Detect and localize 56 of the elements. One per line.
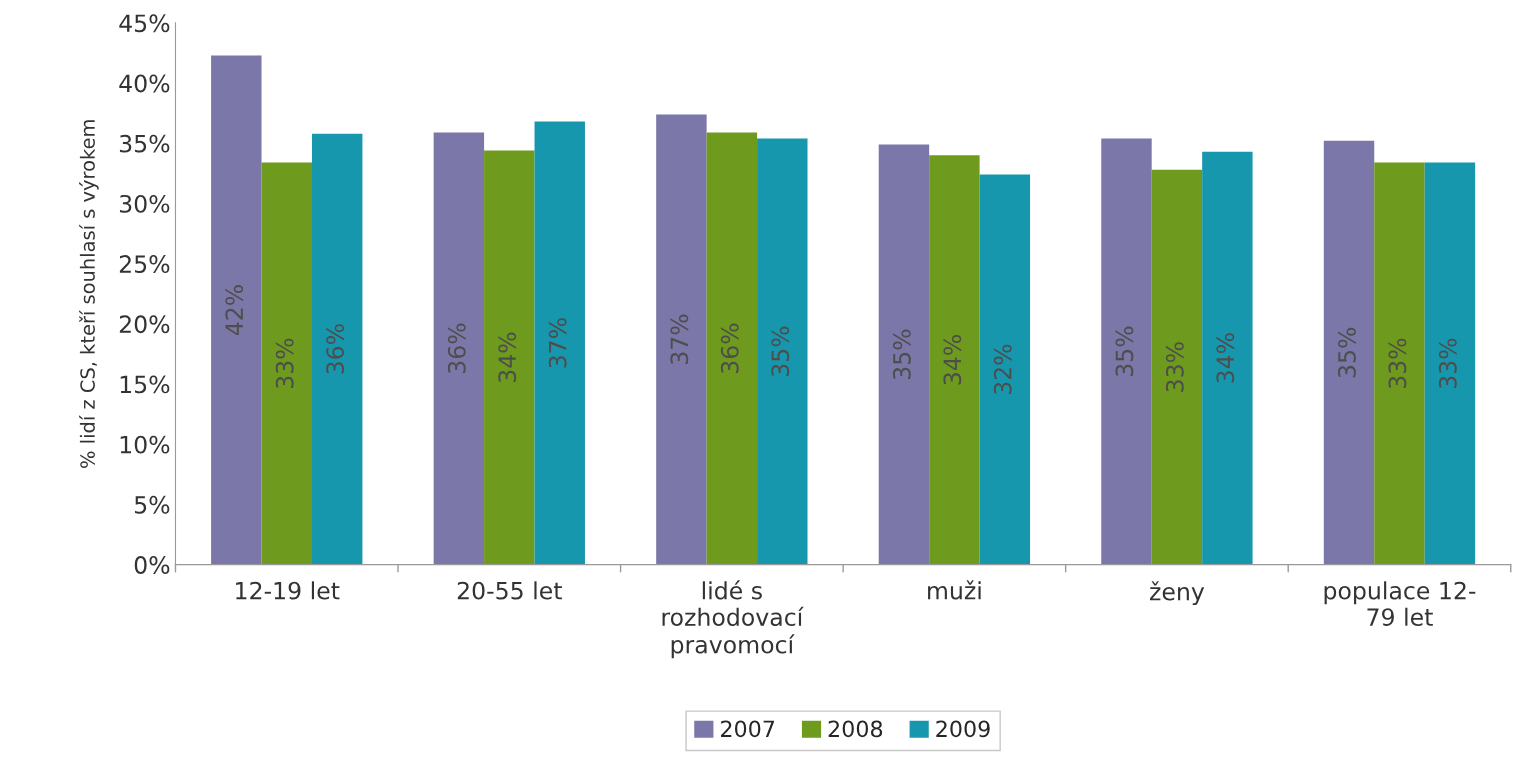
y-tick-label: 5% [134, 495, 170, 514]
legend-label: 2007 [721, 720, 775, 738]
data-label: 42% [225, 285, 244, 336]
bar [211, 55, 262, 565]
x-tick-label: 20-55 let [457, 581, 562, 600]
data-label: 32% [993, 344, 1012, 395]
y-axis-title: % lidí z CS, kteří souhlasí s výrokem [79, 120, 99, 468]
bar [1374, 162, 1425, 565]
legend-label: 2009 [936, 720, 990, 738]
y-tick-label: 10% [120, 435, 170, 454]
bar [1151, 169, 1203, 565]
data-label: 35% [1115, 326, 1134, 376]
x-tick-label: 12-19 let [236, 581, 340, 600]
y-tick-label: 35% [119, 134, 170, 153]
data-label: 34% [943, 335, 962, 385]
bar [433, 132, 485, 565]
legend-label: 2008 [828, 720, 883, 738]
bar [1323, 140, 1375, 565]
data-label: 35% [771, 326, 790, 376]
data-label: 35% [1338, 327, 1356, 378]
data-label: 33% [1438, 338, 1457, 389]
data-label: 33% [1165, 342, 1184, 392]
bar [878, 144, 930, 565]
data-label: 36% [720, 323, 739, 373]
data-label: 36% [447, 323, 466, 373]
data-label: 34% [1216, 333, 1235, 383]
y-tick-label: 30% [119, 194, 170, 213]
y-tick-label: 0% [134, 556, 170, 574]
data-label: 34% [498, 332, 517, 382]
data-label: 35% [892, 329, 911, 379]
bar [311, 133, 363, 565]
y-tick-label: 15% [120, 375, 170, 394]
data-label: 36% [326, 324, 345, 374]
bar [484, 150, 535, 565]
y-tick-label: 25% [119, 255, 170, 273]
data-label: 33% [1388, 338, 1407, 389]
x-tick-label: populace 12- 79 let [1324, 581, 1476, 626]
bar [261, 162, 312, 565]
y-tick-label: 20% [119, 315, 170, 334]
bar [706, 132, 758, 565]
bar [534, 121, 585, 565]
bar [1202, 151, 1253, 565]
data-label: 37% [548, 318, 567, 368]
x-tick-label: lidé s rozhodovací pravomocí [662, 580, 804, 659]
data-label: 33% [275, 338, 294, 389]
bar [929, 155, 980, 565]
y-tick-label: 40% [119, 74, 170, 93]
bar [757, 138, 808, 565]
y-tick-label: 45% [119, 14, 170, 33]
bar [1424, 162, 1476, 565]
x-tick-label: muži [928, 580, 981, 600]
x-tick-label: ženy [1150, 581, 1205, 606]
bar [656, 114, 707, 565]
bar [1101, 138, 1152, 565]
data-label: 37% [670, 314, 689, 364]
bar [979, 174, 1031, 565]
